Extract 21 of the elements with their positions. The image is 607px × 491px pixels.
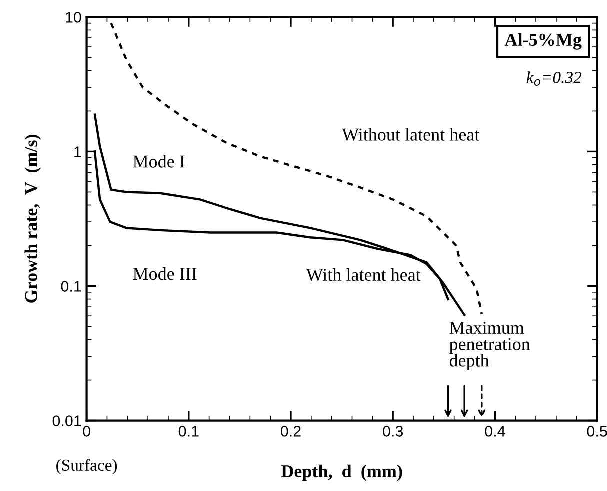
x-tick-label: 0.3 <box>383 426 404 437</box>
x-tick-label: 0.2 <box>280 426 301 437</box>
annotation: With latent heat <box>306 268 421 282</box>
series-label: Mode III <box>133 267 197 280</box>
x-tick-label: 0.4 <box>485 426 506 437</box>
x-tick-label: 0 <box>83 426 90 437</box>
y-tick-label: 0.1 <box>61 281 82 292</box>
y-tick-label: 10 <box>66 12 82 23</box>
series-label: Mode I <box>133 155 185 168</box>
x-tick-label: 0.5 <box>587 426 607 437</box>
annotation: Maximum penetration depth <box>450 322 530 371</box>
annotation: k$_{o}$=0.32 <box>526 72 582 86</box>
y-tick-label: 1 <box>74 146 82 158</box>
y-axis-title: Growth rate, V (m/s) <box>24 135 42 303</box>
line-series <box>110 22 484 316</box>
y-tick-label: 0.01 <box>52 416 82 426</box>
annotation: Al-5%Mg <box>504 33 582 50</box>
text: (Surface) <box>56 459 118 474</box>
x-axis-title: Depth, d (mm) <box>281 464 402 482</box>
x-tick-label: 0.1 <box>178 426 199 437</box>
text: Without latent heat <box>342 128 480 142</box>
